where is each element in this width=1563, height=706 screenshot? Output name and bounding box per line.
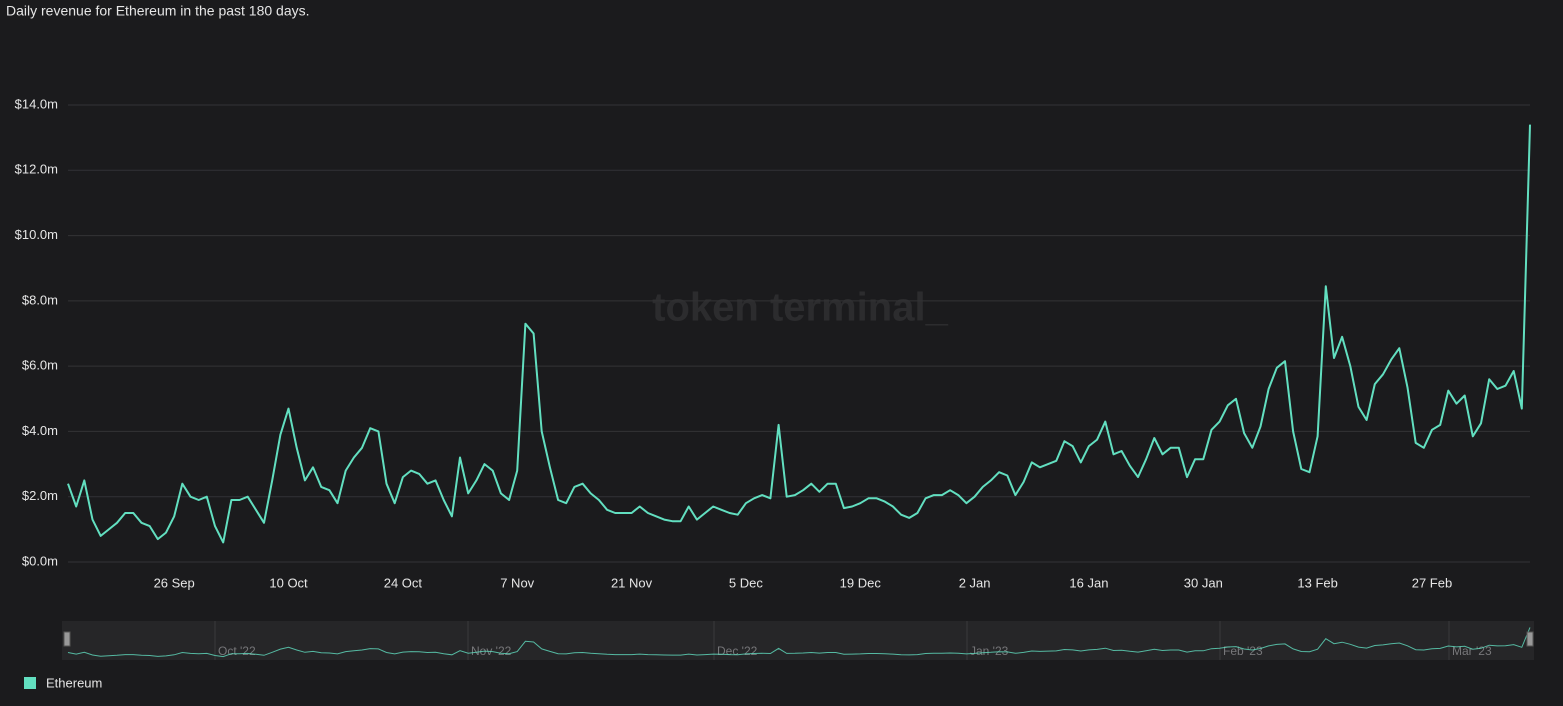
x-tick-label: 13 Feb: [1297, 575, 1337, 590]
x-tick-label: 30 Jan: [1184, 575, 1223, 590]
y-tick-label: $10.0m: [15, 227, 58, 242]
navigator-label: Dec '22: [717, 644, 758, 658]
navigator-label: Feb '23: [1223, 644, 1263, 658]
navigator[interactable]: [62, 621, 1534, 660]
y-tick-label: $4.0m: [22, 423, 58, 438]
x-tick-label: 21 Nov: [611, 575, 653, 590]
x-tick-label: 10 Oct: [269, 575, 308, 590]
navigator-label: Jan '23: [970, 644, 1009, 658]
y-tick-label: $2.0m: [22, 488, 58, 503]
x-tick-label: 2 Jan: [959, 575, 991, 590]
navigator-handle[interactable]: [63, 631, 71, 647]
x-tick-label: 7 Nov: [500, 575, 534, 590]
y-tick-label: $12.0m: [15, 162, 58, 177]
x-tick-label: 24 Oct: [384, 575, 423, 590]
navigator-handle[interactable]: [1526, 631, 1534, 647]
legend-swatch: [24, 677, 36, 689]
x-tick-label: 16 Jan: [1069, 575, 1108, 590]
x-tick-label: 5 Dec: [729, 575, 763, 590]
x-tick-label: 27 Feb: [1412, 575, 1452, 590]
chart-title: Daily revenue for Ethereum in the past 1…: [6, 3, 310, 19]
y-tick-label: $8.0m: [22, 292, 58, 307]
watermark: token terminal_: [652, 286, 948, 330]
legend-label: Ethereum: [46, 675, 102, 690]
x-tick-label: 26 Sep: [154, 575, 195, 590]
y-tick-label: $6.0m: [22, 358, 58, 373]
y-tick-label: $0.0m: [22, 553, 58, 568]
y-tick-label: $14.0m: [15, 96, 58, 111]
series-line: [67, 124, 1531, 544]
x-tick-label: 19 Dec: [840, 575, 882, 590]
navigator-line: [67, 627, 1531, 658]
